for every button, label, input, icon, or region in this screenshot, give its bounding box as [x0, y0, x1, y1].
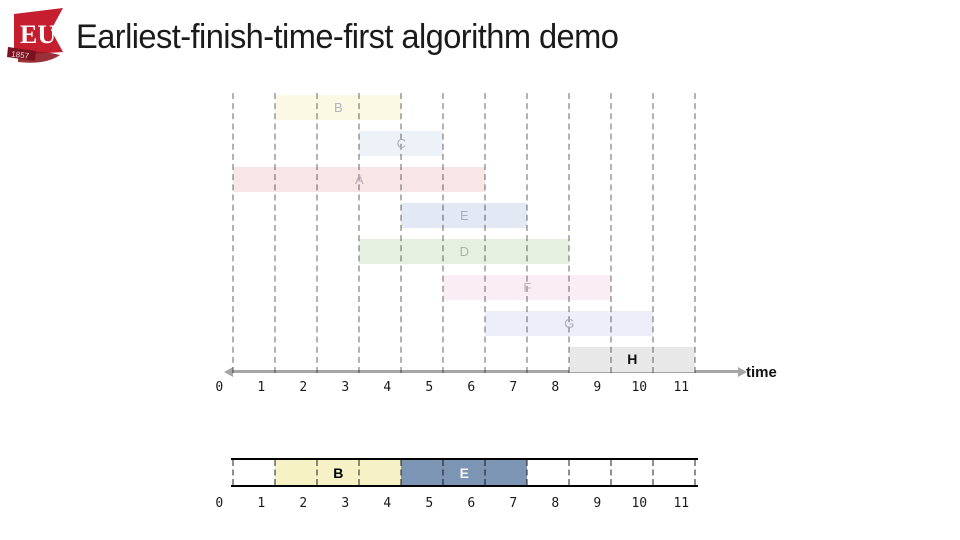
selected-interval-label-B: B — [333, 465, 344, 481]
interval-label-H: H — [627, 351, 638, 367]
gridline-5 — [442, 93, 445, 373]
axis-tick-7: 7 — [509, 380, 518, 395]
timeline-tick-9: 9 — [593, 496, 602, 511]
interval-label-A: A — [354, 172, 364, 187]
logo-flag-shape — [14, 8, 63, 55]
axis-tick-1: 1 — [257, 380, 266, 395]
gridline-7 — [526, 93, 529, 373]
timeline-separator-9 — [610, 460, 613, 485]
gridline-2 — [316, 93, 319, 373]
interval-bar-B — [275, 95, 402, 120]
timeline-tick-0: 0 — [215, 496, 224, 511]
interval-bar-H — [569, 347, 696, 372]
timeline-separator-4 — [400, 460, 403, 485]
gridline-8 — [568, 93, 571, 373]
timeline-tick-4: 4 — [383, 496, 392, 511]
timeline-tick-7: 7 — [509, 496, 518, 511]
axis-arrow-right — [738, 366, 747, 377]
gridline-9 — [610, 93, 613, 373]
timeline-tick-6: 6 — [467, 496, 476, 511]
gridline-11 — [694, 93, 697, 373]
axis-tick-8: 8 — [551, 380, 560, 395]
logo-year: 1857 — [11, 50, 30, 61]
axis-tick-0: 0 — [215, 380, 224, 395]
axis-tick-5: 5 — [425, 380, 434, 395]
timeline-separator-10 — [652, 460, 655, 485]
selected-interval-B — [275, 460, 402, 485]
gridline-3 — [358, 93, 361, 373]
interval-label-E: E — [459, 208, 469, 223]
logo-monogram: EU — [20, 20, 56, 49]
interval-label-F: F — [523, 280, 532, 295]
time-axis-caption: time — [746, 364, 777, 381]
timeline-separator-8 — [568, 460, 571, 485]
timeline-tick-1: 1 — [257, 496, 266, 511]
axis-tick-10: 10 — [631, 380, 648, 395]
timeline-tick-8: 8 — [551, 496, 560, 511]
interval-bar-E — [401, 203, 528, 228]
timeline-separator-1 — [274, 460, 277, 485]
page-title: Earliest-finish-time-first algorithm dem… — [76, 18, 619, 56]
eu-logo: EU 1857 — [7, 8, 63, 63]
timeline-separator-3 — [358, 460, 361, 485]
logo-ribbon — [7, 47, 36, 61]
gridline-4 — [400, 93, 403, 373]
selected-interval-E — [401, 460, 528, 485]
interval-label-C: C — [396, 136, 406, 151]
timeline-tick-10: 10 — [631, 496, 648, 511]
timeline-separator-2 — [316, 460, 319, 485]
interval-label-G: G — [564, 316, 575, 331]
axis-tick-4: 4 — [383, 380, 392, 395]
interval-label-B: B — [333, 100, 343, 115]
selected-interval-label-E: E — [459, 465, 469, 481]
axis-tick-6: 6 — [467, 380, 476, 395]
timeline-tick-11: 11 — [673, 496, 690, 511]
axis-tick-11: 11 — [673, 380, 690, 395]
timeline-separator-6 — [484, 460, 487, 485]
timeline-tick-2: 2 — [299, 496, 308, 511]
gridline-6 — [484, 93, 487, 373]
timeline-separator-7 — [526, 460, 529, 485]
interval-label-D: D — [459, 244, 469, 259]
gridline-0 — [232, 93, 235, 373]
gridline-1 — [274, 93, 277, 373]
gridline-10 — [652, 93, 655, 373]
interval-bar-D — [359, 239, 570, 264]
axis-arrow-left — [224, 366, 233, 377]
timeline-separator-11 — [694, 460, 697, 485]
axis-tick-2: 2 — [299, 380, 308, 395]
axis-tick-3: 3 — [341, 380, 350, 395]
timeline-tick-5: 5 — [425, 496, 434, 511]
timeline-separator-0 — [232, 460, 235, 485]
axis-tick-9: 9 — [593, 380, 602, 395]
timeline-tick-3: 3 — [341, 496, 350, 511]
timeline-separator-5 — [442, 460, 445, 485]
